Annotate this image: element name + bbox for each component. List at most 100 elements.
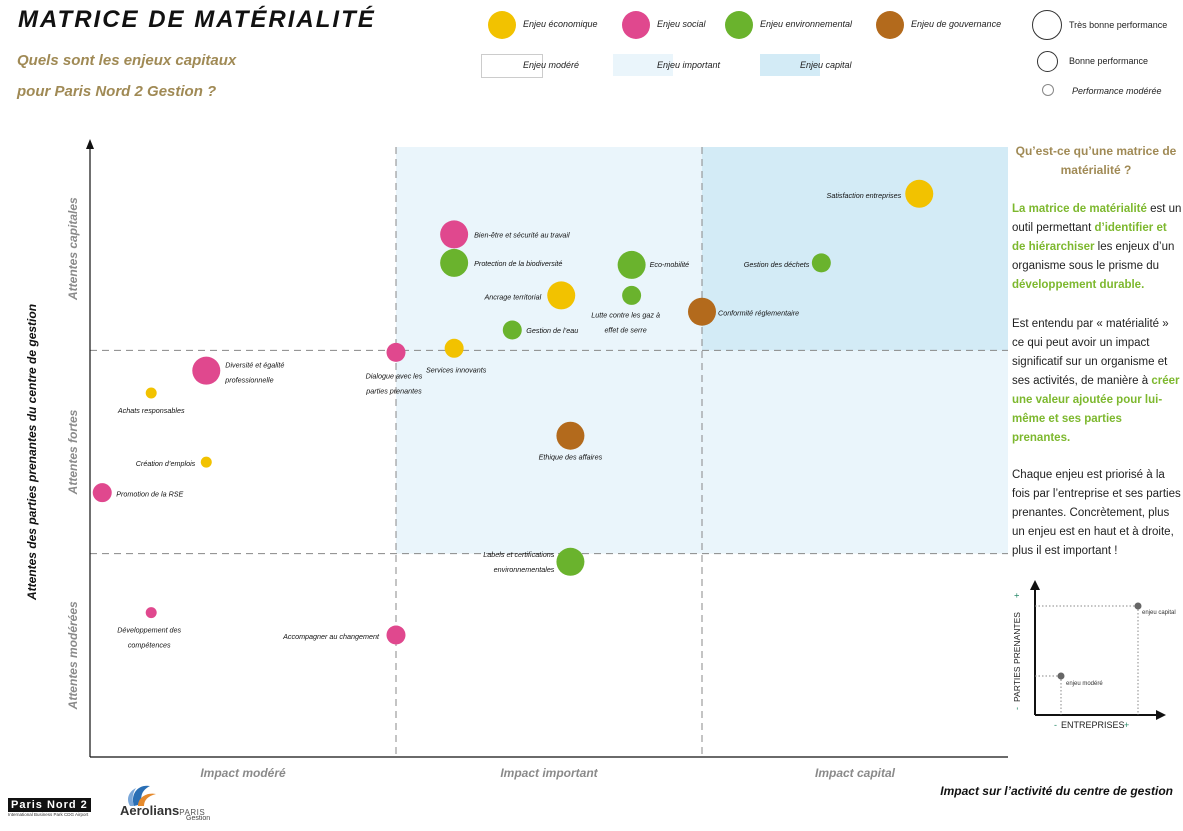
data-point [547,281,576,310]
data-point [556,421,585,450]
y-axis-arrow-icon [86,139,94,149]
sidebar-p1-text: est un outil permettant [1012,203,1182,234]
data-label: Gestion des déchets [744,260,810,269]
data-point [192,356,221,385]
subtitle-line-1: Quels sont les enjeux capitaux [17,52,237,69]
data-point [386,342,406,362]
pn2-logo-text: Paris Nord 2 [8,798,91,812]
data-point [386,625,406,645]
data-point [444,338,464,358]
x-axis-title: Impact sur l’activité du centre de gesti… [940,784,1173,798]
legend-size-tres-bonne [1032,10,1062,40]
legend-size-moderee-label: Performance modérée [1072,86,1162,96]
legend-zone-modere [481,54,543,78]
aerolians-gestion-text: Gestion [186,815,211,822]
data-label: Ethique des affaires [539,453,603,462]
legend-zone-modere-label: Enjeu modéré [523,60,580,70]
data-label: Bien-être et sécurité au travail [474,230,570,239]
sidebar-p1-highlight-2: développement durable. [1012,279,1145,291]
data-label: Satisfaction entreprises [827,191,902,200]
legend-size-bonne-label: Bonne performance [1069,56,1149,66]
legend-dot-gouvernance [876,11,904,39]
sidebar-p1-text-2: les enjeux d’un organisme sous le prisme… [1012,241,1175,272]
x-zone-label: Impact capital [815,766,896,780]
mini-x-label: ENTREPRISES [1061,720,1125,730]
aerolians-logo: AeroliansPARIS Gestion [120,782,210,822]
sidebar-p1-term: La matrice de matérialité [1012,203,1147,215]
aerolians-paris-text: PARIS [179,808,206,817]
legend-dot-environnemental [725,11,753,39]
data-point [905,179,934,208]
data-label: Promotion de la RSE [116,490,183,499]
mini-label-modere: enjeu modéré [1066,681,1103,687]
sidebar-p2-text: Est entendu par « matérialité » ce qui p… [1012,318,1169,387]
data-label-line: effet de serre [604,325,646,334]
sidebar-paragraph-2: Est entendu par « matérialité » ce qui p… [1012,315,1182,448]
data-label-line: Dialogue avec les [366,371,423,380]
sidebar-p2-highlight: créer une valeur ajoutée pour lui-même e… [1012,375,1180,444]
data-label: Diversité et égalité professionnelle [224,361,284,385]
data-point [145,387,157,399]
sidebar-p1-highlight: d’identifier et de hiérarchiser [1012,222,1167,253]
data-point [92,483,112,503]
mini-x-plus: + [1124,720,1129,730]
legend-dot-economique [488,11,516,39]
data-label: Labels et certifications environnementale… [483,550,555,574]
data-point [622,285,642,305]
legend-label-social: Enjeu social [657,19,706,29]
mini-y-arrow-icon [1030,580,1040,590]
subtitle-line-2: pour Paris Nord 2 Gestion ? [17,83,217,100]
data-label: Lutte contre les gaz à effet de serre [591,310,660,334]
data-label-line: Développement des [117,626,181,635]
data-point [200,456,212,468]
pn2-logo-subtext: International Business Park CDG Airport [8,812,89,817]
legend-zone-capital-label: Enjeu capital [800,60,852,70]
y-zone-label: Attentes fortes [66,409,80,495]
mini-x-minus: - [1054,720,1057,730]
data-point [811,253,831,273]
data-label: Conformité réglementaire [718,309,799,318]
legend-zone-important-label: Enjeu important [657,60,721,70]
data-label: Protection de la biodiversité [474,259,562,268]
data-point [145,607,157,619]
data-label: Création d’emplois [136,459,196,468]
data-point [440,220,469,249]
aerolians-emblem-icon [128,785,156,806]
sidebar-heading: Qu’est-ce qu’une matrice de matérialité … [1015,144,1177,177]
data-label-line: Lutte contre les gaz à [591,310,660,319]
legend-zone-capital [760,54,820,76]
legend-label-environnemental: Enjeu environnemental [760,19,853,29]
mini-y-plus: + [1012,593,1022,598]
data-label: Eco-mobilité [650,260,690,269]
data-label: Gestion de l’eau [526,326,578,335]
paris-nord-2-logo: Paris Nord 2 International Business Park… [8,798,91,817]
aerolians-text: Aerolians [120,803,180,818]
data-label: Ancrage territorial [484,292,542,301]
data-label-line: professionnelle [224,376,273,385]
sidebar-paragraph-3: Chaque enjeu est priorisé à la fois par … [1012,469,1181,557]
mini-x-arrow-icon [1156,710,1166,720]
mini-label-capital: enjeu capital [1142,610,1176,616]
data-point [502,320,522,340]
mini-y-minus: - [1012,707,1022,710]
legend-size-tres-bonne-label: Très bonne performance [1069,20,1168,30]
data-label-line: Diversité et égalité [225,361,284,370]
data-point [688,297,716,326]
legend-label-economique: Enjeu économique [523,19,598,29]
x-zone-label: Impact important [500,766,598,780]
data-label: Achats responsables [117,406,185,415]
mini-matrix: enjeu capital enjeu modéré - ENTREPRISES… [1012,580,1176,730]
legend-dot-social [622,11,650,39]
legend-size-bonne [1037,51,1058,72]
data-label: Dialogue avec les parties prenantes [365,371,423,395]
data-point [440,248,469,277]
zone-capital [702,147,1008,351]
data-point [556,547,585,576]
legend-size-moderee [1042,84,1054,96]
mini-point-capital [1134,602,1142,610]
data-label: Accompagner au changement [282,632,380,641]
data-label-line: parties prenantes [365,386,422,395]
x-zone-label: Impact modéré [200,766,286,780]
data-label: Services innovants [426,365,487,374]
legend-label-gouvernance: Enjeu de gouvernance [911,19,1002,29]
